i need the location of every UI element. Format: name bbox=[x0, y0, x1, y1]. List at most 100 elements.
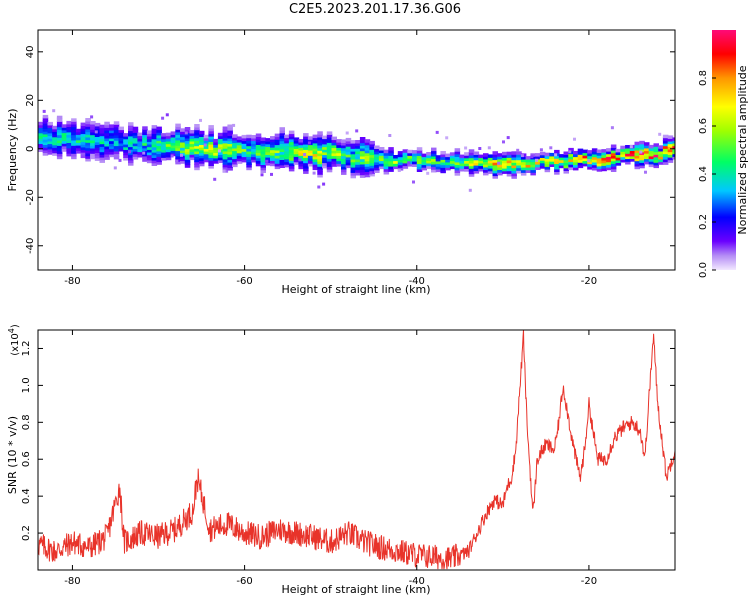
heatmap-cell bbox=[341, 155, 347, 159]
heatmap-cell bbox=[265, 143, 271, 147]
heatmap-cell bbox=[42, 114, 49, 119]
heatmap-cell bbox=[109, 151, 115, 155]
heatmap-cell bbox=[194, 129, 200, 133]
heatmap-cell bbox=[279, 156, 285, 160]
heatmap-cell bbox=[123, 143, 129, 148]
heatmap-speck bbox=[407, 161, 411, 165]
heatmap-cell bbox=[355, 166, 361, 171]
heatmap-cell bbox=[610, 163, 617, 167]
heatmap-cell bbox=[246, 134, 252, 139]
heatmap-speck bbox=[170, 154, 174, 158]
heatmap-cell bbox=[303, 135, 309, 140]
heatmap-cell bbox=[421, 158, 427, 163]
heatmap-cell bbox=[118, 129, 124, 133]
heatmap-cell bbox=[615, 159, 622, 163]
heatmap-cell bbox=[492, 161, 498, 166]
heatmap-cell bbox=[156, 153, 162, 157]
heatmap-cell bbox=[388, 152, 394, 156]
heatmap-cell bbox=[558, 159, 565, 163]
heatmap-cell bbox=[104, 148, 110, 152]
heatmap-cell bbox=[374, 153, 380, 157]
heatmap-speck bbox=[587, 159, 591, 163]
heatmap-cell bbox=[232, 150, 238, 154]
heatmap-cell bbox=[175, 131, 181, 136]
heatmap-cell bbox=[421, 156, 427, 160]
heatmap-cell bbox=[322, 162, 328, 166]
heatmap-cell bbox=[113, 131, 120, 136]
heatmap-cell bbox=[322, 156, 328, 161]
heatmap-cell bbox=[293, 161, 300, 165]
heatmap-cell bbox=[128, 138, 134, 142]
heatmap-cell bbox=[165, 146, 172, 150]
heatmap-cell bbox=[241, 142, 248, 147]
heatmap-cell bbox=[94, 149, 101, 153]
heatmap-cell bbox=[459, 165, 465, 169]
heatmap-cell bbox=[331, 147, 337, 151]
heatmap-cell bbox=[109, 129, 115, 134]
heatmap-cell bbox=[653, 161, 659, 166]
heatmap-cell bbox=[38, 137, 44, 142]
heatmap-cell bbox=[199, 144, 205, 148]
heatmap-cell bbox=[298, 165, 304, 170]
heatmap-cell bbox=[506, 151, 513, 156]
heatmap-cell bbox=[426, 157, 432, 161]
heatmap-cell bbox=[378, 149, 385, 154]
heatmap-cell bbox=[317, 139, 323, 143]
heatmap-cell bbox=[341, 150, 347, 154]
heatmap-cell bbox=[203, 158, 210, 163]
heatmap-cell bbox=[156, 142, 162, 147]
heatmap-cell bbox=[359, 174, 366, 178]
heatmap-cell bbox=[303, 165, 309, 169]
heatmap-cell bbox=[94, 152, 101, 156]
heatmap-speck bbox=[487, 146, 491, 150]
heatmap-cell bbox=[71, 155, 77, 160]
heatmap-cell bbox=[506, 170, 513, 174]
heatmap-cell bbox=[644, 142, 650, 146]
heatmap-cell bbox=[473, 154, 480, 158]
heatmap-cell bbox=[639, 140, 645, 145]
heatmap-cell bbox=[184, 140, 191, 144]
heatmap-cell bbox=[217, 156, 224, 161]
heatmap-cell bbox=[66, 150, 72, 154]
heatmap-cell bbox=[412, 160, 418, 165]
heatmap-cell bbox=[217, 159, 224, 163]
heatmap-cell bbox=[194, 132, 200, 136]
heatmap-cell bbox=[246, 156, 252, 160]
heatmap-cell bbox=[388, 155, 394, 159]
heatmap-cell bbox=[431, 163, 437, 168]
spectrogram-x-axis-label: Height of straight line (km) bbox=[281, 283, 430, 296]
heatmap-cell bbox=[629, 158, 636, 162]
spectrogram-y-tick-label: 40 bbox=[25, 45, 36, 58]
heatmap-cell bbox=[667, 140, 674, 145]
heatmap-cell bbox=[142, 155, 148, 160]
heatmap-cell bbox=[355, 153, 361, 157]
heatmap-cell bbox=[369, 159, 375, 164]
heatmap-cell bbox=[184, 148, 191, 152]
heatmap-cell bbox=[156, 137, 162, 141]
heatmap-cell bbox=[236, 155, 243, 159]
heatmap-cell bbox=[336, 155, 342, 159]
heatmap-cell bbox=[440, 156, 446, 160]
heatmap-cell bbox=[326, 168, 333, 173]
heatmap-cell bbox=[199, 130, 205, 135]
heatmap-cell bbox=[468, 154, 475, 159]
heatmap-cell bbox=[464, 160, 470, 164]
heatmap-cell bbox=[317, 150, 323, 154]
heatmap-cell bbox=[56, 147, 63, 152]
heatmap-speck bbox=[217, 149, 221, 153]
heatmap-cell bbox=[142, 134, 148, 138]
heatmap-cell bbox=[99, 148, 105, 153]
heatmap-cell bbox=[94, 141, 101, 145]
heatmap-cell bbox=[312, 158, 319, 163]
heatmap-cell bbox=[596, 168, 603, 172]
heatmap-cell bbox=[151, 141, 158, 145]
heatmap-cell bbox=[66, 131, 72, 135]
heatmap-cell bbox=[539, 159, 546, 164]
heatmap-cell bbox=[123, 157, 129, 161]
heatmap-cell bbox=[199, 138, 205, 143]
heatmap-cell bbox=[270, 136, 276, 140]
heatmap-cell bbox=[94, 138, 101, 143]
heatmap-cell bbox=[322, 135, 328, 140]
heatmap-cell bbox=[435, 160, 442, 165]
heatmap-cell bbox=[393, 157, 399, 162]
